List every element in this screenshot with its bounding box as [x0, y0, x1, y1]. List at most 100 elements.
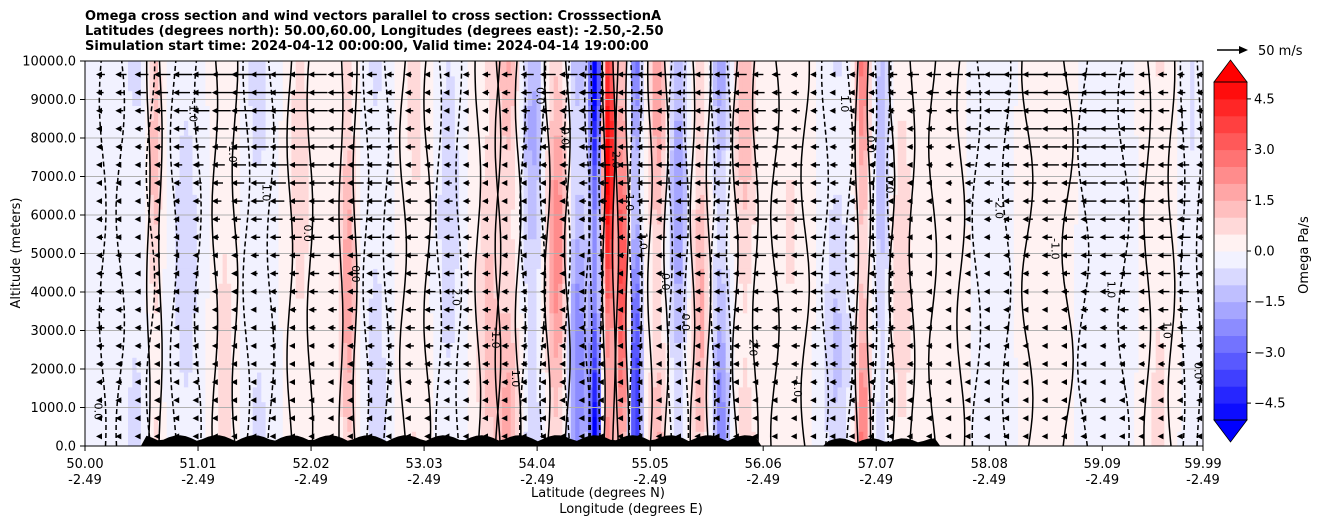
omega-cell — [364, 194, 370, 210]
omega-cell — [570, 253, 576, 269]
omega-cell — [884, 431, 890, 446]
omega-cell — [239, 179, 245, 195]
omega-cell — [171, 357, 176, 373]
omega-cell — [308, 149, 314, 166]
omega-cell — [1168, 371, 1174, 388]
omega-cell — [992, 386, 998, 403]
omega-cell — [403, 238, 409, 255]
omega-cell — [420, 223, 426, 240]
omega-cell — [730, 431, 735, 446]
omega-cell — [1138, 431, 1144, 446]
omega-cell — [945, 253, 950, 269]
omega-cell — [493, 283, 499, 299]
omega-cell — [626, 223, 632, 240]
omega-cell — [321, 238, 327, 255]
omega-cell — [639, 238, 645, 255]
omega-cell — [196, 194, 202, 210]
omega-cell — [248, 179, 254, 195]
omega-cell — [687, 283, 692, 299]
omega-cell — [274, 431, 280, 446]
omega-cell — [674, 194, 679, 210]
omega-cell — [1198, 179, 1203, 195]
omega-cell — [282, 386, 288, 403]
omega-cell — [1099, 268, 1105, 284]
omega-cell — [407, 297, 413, 314]
omega-cell — [205, 179, 211, 195]
omega-cell — [790, 431, 796, 446]
omega-cell — [523, 327, 529, 343]
omega-cell — [721, 253, 727, 269]
omega-cell — [368, 164, 374, 181]
omega-cell — [175, 416, 181, 432]
omega-cell — [1056, 297, 1062, 314]
omega-cell — [1052, 327, 1058, 343]
omega-cell — [1177, 164, 1183, 181]
omega-cell — [540, 253, 546, 269]
omega-cell — [747, 297, 753, 314]
omega-cell — [755, 327, 761, 343]
omega-cell — [893, 179, 899, 195]
omega-cell — [833, 431, 839, 446]
omega-cell — [1095, 401, 1101, 417]
omega-cell — [527, 283, 533, 299]
omega-cell — [162, 371, 168, 388]
omega-cell — [209, 342, 215, 358]
omega-cell — [859, 401, 864, 417]
omega-cell — [321, 297, 327, 314]
omega-cell — [119, 431, 125, 446]
omega-cell — [1129, 164, 1135, 181]
omega-cell — [656, 312, 662, 329]
omega-cell — [760, 371, 765, 388]
omega-cell — [635, 297, 641, 314]
omega-cell — [545, 253, 550, 269]
omega-cell — [635, 268, 641, 284]
omega-cell — [833, 194, 839, 210]
omega-cell — [351, 268, 357, 284]
omega-cell — [979, 431, 985, 446]
omega-cell — [269, 416, 275, 432]
omega-cell — [592, 238, 598, 255]
omega-cell — [897, 357, 903, 373]
omega-cell — [373, 283, 378, 299]
omega-cell — [579, 209, 585, 225]
omega-cell — [1164, 179, 1170, 195]
omega-cell — [1155, 431, 1161, 446]
omega-cell — [588, 386, 593, 403]
omega-cell — [1039, 431, 1045, 446]
omega-cell — [962, 164, 968, 181]
omega-cell — [416, 164, 421, 181]
omega-cell — [678, 327, 684, 343]
omega-cell — [515, 371, 520, 388]
omega-cell — [420, 386, 426, 403]
omega-cell — [1112, 357, 1118, 373]
omega-cell — [334, 179, 340, 195]
omega-cell — [497, 164, 503, 181]
omega-cell — [764, 253, 770, 269]
omega-cell — [257, 283, 262, 299]
omega-cell — [338, 283, 344, 299]
omega-cell — [196, 431, 202, 446]
omega-cell — [712, 209, 718, 225]
omega-cell — [381, 283, 387, 299]
omega-cell — [235, 312, 241, 329]
omega-cell — [656, 238, 662, 255]
omega-cell — [1095, 357, 1101, 373]
omega-cell — [579, 179, 585, 195]
omega-cell — [429, 268, 434, 284]
omega-cell — [132, 253, 138, 269]
omega-cell — [373, 238, 378, 255]
omega-cell — [691, 416, 697, 432]
omega-cell — [1078, 297, 1084, 314]
omega-cell — [209, 297, 215, 314]
omega-cell — [188, 223, 194, 240]
omega-cell — [699, 342, 705, 358]
omega-cell — [966, 342, 972, 358]
omega-cell — [730, 164, 735, 181]
omega-cell — [1194, 386, 1200, 403]
omega-cell — [884, 297, 890, 314]
omega-cell — [708, 179, 714, 195]
omega-cell — [575, 268, 581, 284]
omega-cell — [725, 416, 731, 432]
omega-cell — [1065, 268, 1071, 284]
omega-cell — [656, 416, 662, 432]
